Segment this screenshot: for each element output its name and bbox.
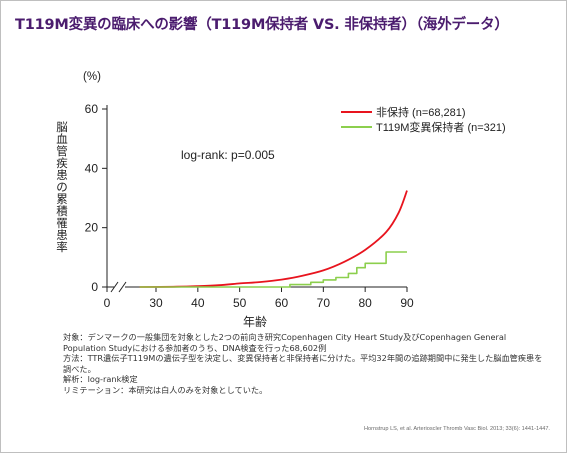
x-axis-label: 年齢: [243, 314, 267, 329]
note-analysis: 解析：log-rank検定: [63, 374, 138, 385]
slide-title: T119M変異の臨床への影響（T119M保持者 VS. 非保持者）（海外データ）: [15, 17, 509, 33]
series-line-2: [139, 251, 407, 288]
legend-label-1: 非保持 (n=68,281): [376, 105, 466, 119]
x-tick-label: 60: [275, 296, 289, 310]
note-limitation: リミテーション：本研究は白人のみを対象としていた。: [63, 384, 268, 395]
axis-break-mark: [110, 281, 119, 293]
x-tick-label: 40: [191, 296, 205, 310]
series-line-1: [139, 190, 408, 288]
y-tick-label: 40: [85, 161, 99, 175]
p-value-annotation: log-rank: p=0.005: [181, 148, 275, 162]
legend-label-2: T119M変異保持者 (n=321): [376, 120, 506, 134]
study-notes: 対象：デンマークの一般集団を対象とした2つの前向き研究Copenhagen Ci…: [63, 332, 543, 396]
axis-break-mark: [118, 281, 127, 293]
citation: Hornstrup LS, et al. Arterioscler Thromb…: [363, 426, 550, 432]
y-tick-label: 20: [85, 221, 99, 235]
y-unit-label: (%): [83, 71, 101, 83]
y-axis-label: 脳血管疾患の累積罹患率: [56, 121, 68, 254]
x-tick-label: 70: [317, 296, 331, 310]
x-tick-label: 80: [358, 296, 372, 310]
note-subjects: 対象：デンマークの一般集団を対象とした2つの前向き研究Copenhagen Ci…: [63, 332, 507, 353]
x-tick-label: 90: [400, 296, 414, 310]
y-tick-label: 0: [91, 280, 98, 294]
note-method: 方法：TTR遺伝子T119Mの遺伝子型を決定し、変異保持者と非保持者に分けた。平…: [63, 353, 543, 374]
x-tick-label: 0: [104, 296, 111, 310]
y-tick-label: 60: [85, 102, 99, 116]
x-tick-label: 30: [149, 296, 163, 310]
x-tick-label: 50: [233, 296, 247, 310]
